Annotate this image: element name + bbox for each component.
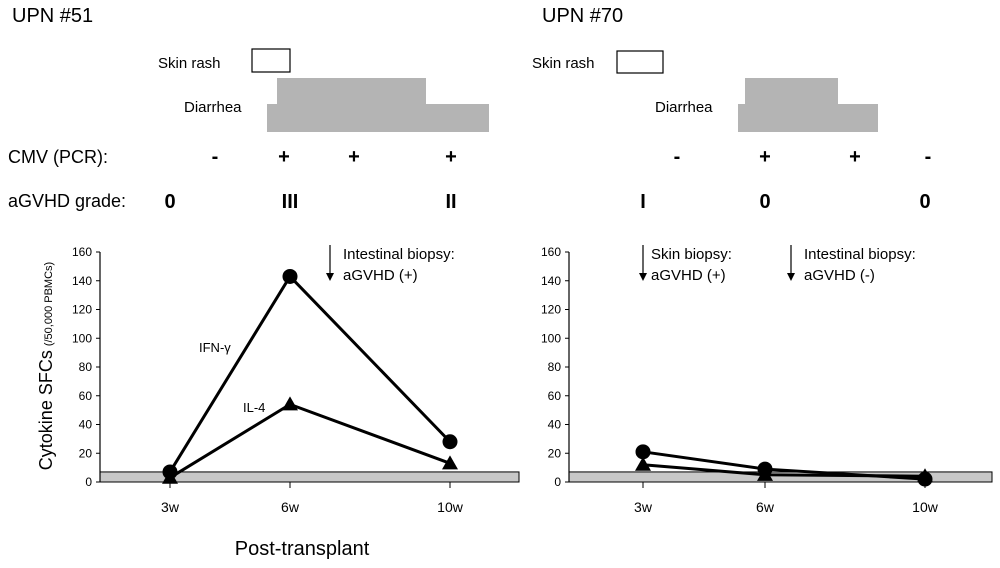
cmv-pcr-label: CMV (PCR):	[8, 147, 108, 167]
annotation-intestinal-biopsy-upn51: Intestinal biopsy: aGVHD (+)	[326, 245, 455, 284]
y-tick-label: 160	[541, 245, 561, 259]
symptoms-upn51: Skin rash Diarrhea	[158, 48, 489, 132]
annotation-skin-biopsy-upn70: Skin biopsy: aGVHD (+)	[639, 245, 732, 284]
data-point-il4	[162, 469, 178, 484]
agvhd-grade: III	[282, 191, 299, 213]
x-axis-label: Post-transplant	[235, 538, 370, 560]
annotation-line1: Skin biopsy:	[651, 246, 732, 263]
data-point-il4	[917, 468, 933, 483]
agvhd-row-upn51: 0 III II	[164, 191, 456, 213]
plot-area-upn51: 0 20 40 60 80 100 120 140 160 3w 6w 10w	[72, 245, 520, 515]
data-point-ifn-gamma	[282, 268, 298, 284]
biopsy-arrow-head	[326, 273, 334, 281]
annotation-line2: aGVHD (-)	[804, 267, 875, 284]
cmv-result: +	[849, 146, 861, 168]
y-tick-label: 0	[554, 475, 561, 489]
data-point-il4	[442, 455, 458, 470]
agvhd-grade: 0	[759, 191, 770, 213]
y-tick-label: 120	[541, 303, 561, 317]
cmv-row-upn70: - + + -	[674, 146, 932, 168]
y-tick-label: 100	[72, 331, 92, 345]
cmv-result: +	[445, 146, 457, 168]
y-axis-label: Cytokine SFCs (/50,000 PBMCs)	[36, 262, 56, 470]
annotation-line2: aGVHD (+)	[651, 267, 726, 284]
panel-title-upn70: UPN #70	[542, 5, 623, 27]
cmv-result: +	[348, 146, 360, 168]
cmv-result: -	[925, 146, 932, 168]
data-point-il4	[635, 456, 651, 471]
y-tick-label: 40	[548, 418, 562, 432]
cmv-result: +	[278, 146, 290, 168]
cmv-result: -	[212, 146, 219, 168]
biopsy-arrow-head	[787, 273, 795, 281]
y-tick-label: 80	[79, 360, 93, 374]
skin-rash-label: Skin rash	[158, 55, 221, 72]
annotation-line2: aGVHD (+)	[343, 267, 418, 284]
y-tick-label: 100	[541, 331, 561, 345]
y-tick-label: 20	[79, 446, 93, 460]
agvhd-grade: 0	[164, 191, 175, 213]
x-tick-label: 10w	[912, 499, 939, 515]
y-tick-label: 60	[548, 389, 562, 403]
y-tick-label: 160	[72, 245, 92, 259]
panel-upn51: UPN #51 Skin rash Diarrhea CMV (PCR): - …	[8, 5, 520, 560]
annotation-intestinal-biopsy-upn70: Intestinal biopsy: aGVHD (-)	[787, 245, 916, 284]
skin-rash-bar	[616, 50, 664, 74]
data-point-ifn-gamma	[442, 434, 458, 450]
panel-upn70: UPN #70 Skin rash Diarrhea - + + - I 0 0…	[532, 5, 993, 515]
skin-rash-bar	[251, 48, 291, 73]
agvhd-row-upn70: I 0 0	[640, 191, 930, 213]
y-tick-label: 0	[85, 475, 92, 489]
plot-area-upn70: 0 20 40 60 80 100 120 140 160 3w 6w 10w	[541, 245, 993, 515]
skin-rash-label: Skin rash	[532, 55, 595, 72]
agvhd-grade-label: aGVHD grade:	[8, 191, 126, 211]
x-tick-label: 10w	[437, 499, 464, 515]
x-tick-label: 6w	[281, 499, 300, 515]
y-tick-label: 20	[548, 446, 562, 460]
symptoms-upn70: Skin rash Diarrhea	[532, 50, 878, 132]
diarrhea-bar	[738, 78, 878, 132]
data-point-il4	[757, 466, 773, 481]
series-line-ifn-gamma	[168, 274, 452, 473]
y-tick-label: 140	[72, 274, 92, 288]
series-label-ifn-gamma: IFN-γ	[199, 340, 231, 355]
x-tick-label: 3w	[634, 499, 653, 515]
y-tick-label: 60	[79, 389, 93, 403]
diarrhea-label: Diarrhea	[655, 99, 713, 116]
annotation-line1: Intestinal biopsy:	[343, 246, 455, 263]
series-label-il4: IL-4	[243, 400, 265, 415]
annotation-line1: Intestinal biopsy:	[804, 246, 916, 263]
agvhd-grade: II	[445, 191, 456, 213]
cmv-row-upn51: - + + +	[212, 146, 457, 168]
y-tick-label: 140	[541, 274, 561, 288]
y-axis-label-main: Cytokine SFCs	[36, 350, 56, 470]
series-line-il4	[169, 402, 451, 479]
agvhd-grade: 0	[919, 191, 930, 213]
x-tick-label: 3w	[161, 499, 180, 515]
panel-title-upn51: UPN #51	[12, 5, 93, 27]
y-tick-label: 40	[79, 418, 93, 432]
cmv-result: -	[674, 146, 681, 168]
cmv-result: +	[759, 146, 771, 168]
data-point-ifn-gamma	[635, 444, 651, 460]
agvhd-grade: I	[640, 191, 646, 213]
diarrhea-label: Diarrhea	[184, 99, 242, 116]
data-point-il4	[282, 396, 298, 411]
y-tick-label: 80	[548, 360, 562, 374]
diarrhea-bar	[267, 78, 489, 132]
biopsy-arrow-head	[639, 273, 647, 281]
y-axis-label-sub: (/50,000 PBMCs)	[43, 262, 55, 346]
x-tick-label: 6w	[756, 499, 775, 515]
y-tick-label: 120	[72, 303, 92, 317]
